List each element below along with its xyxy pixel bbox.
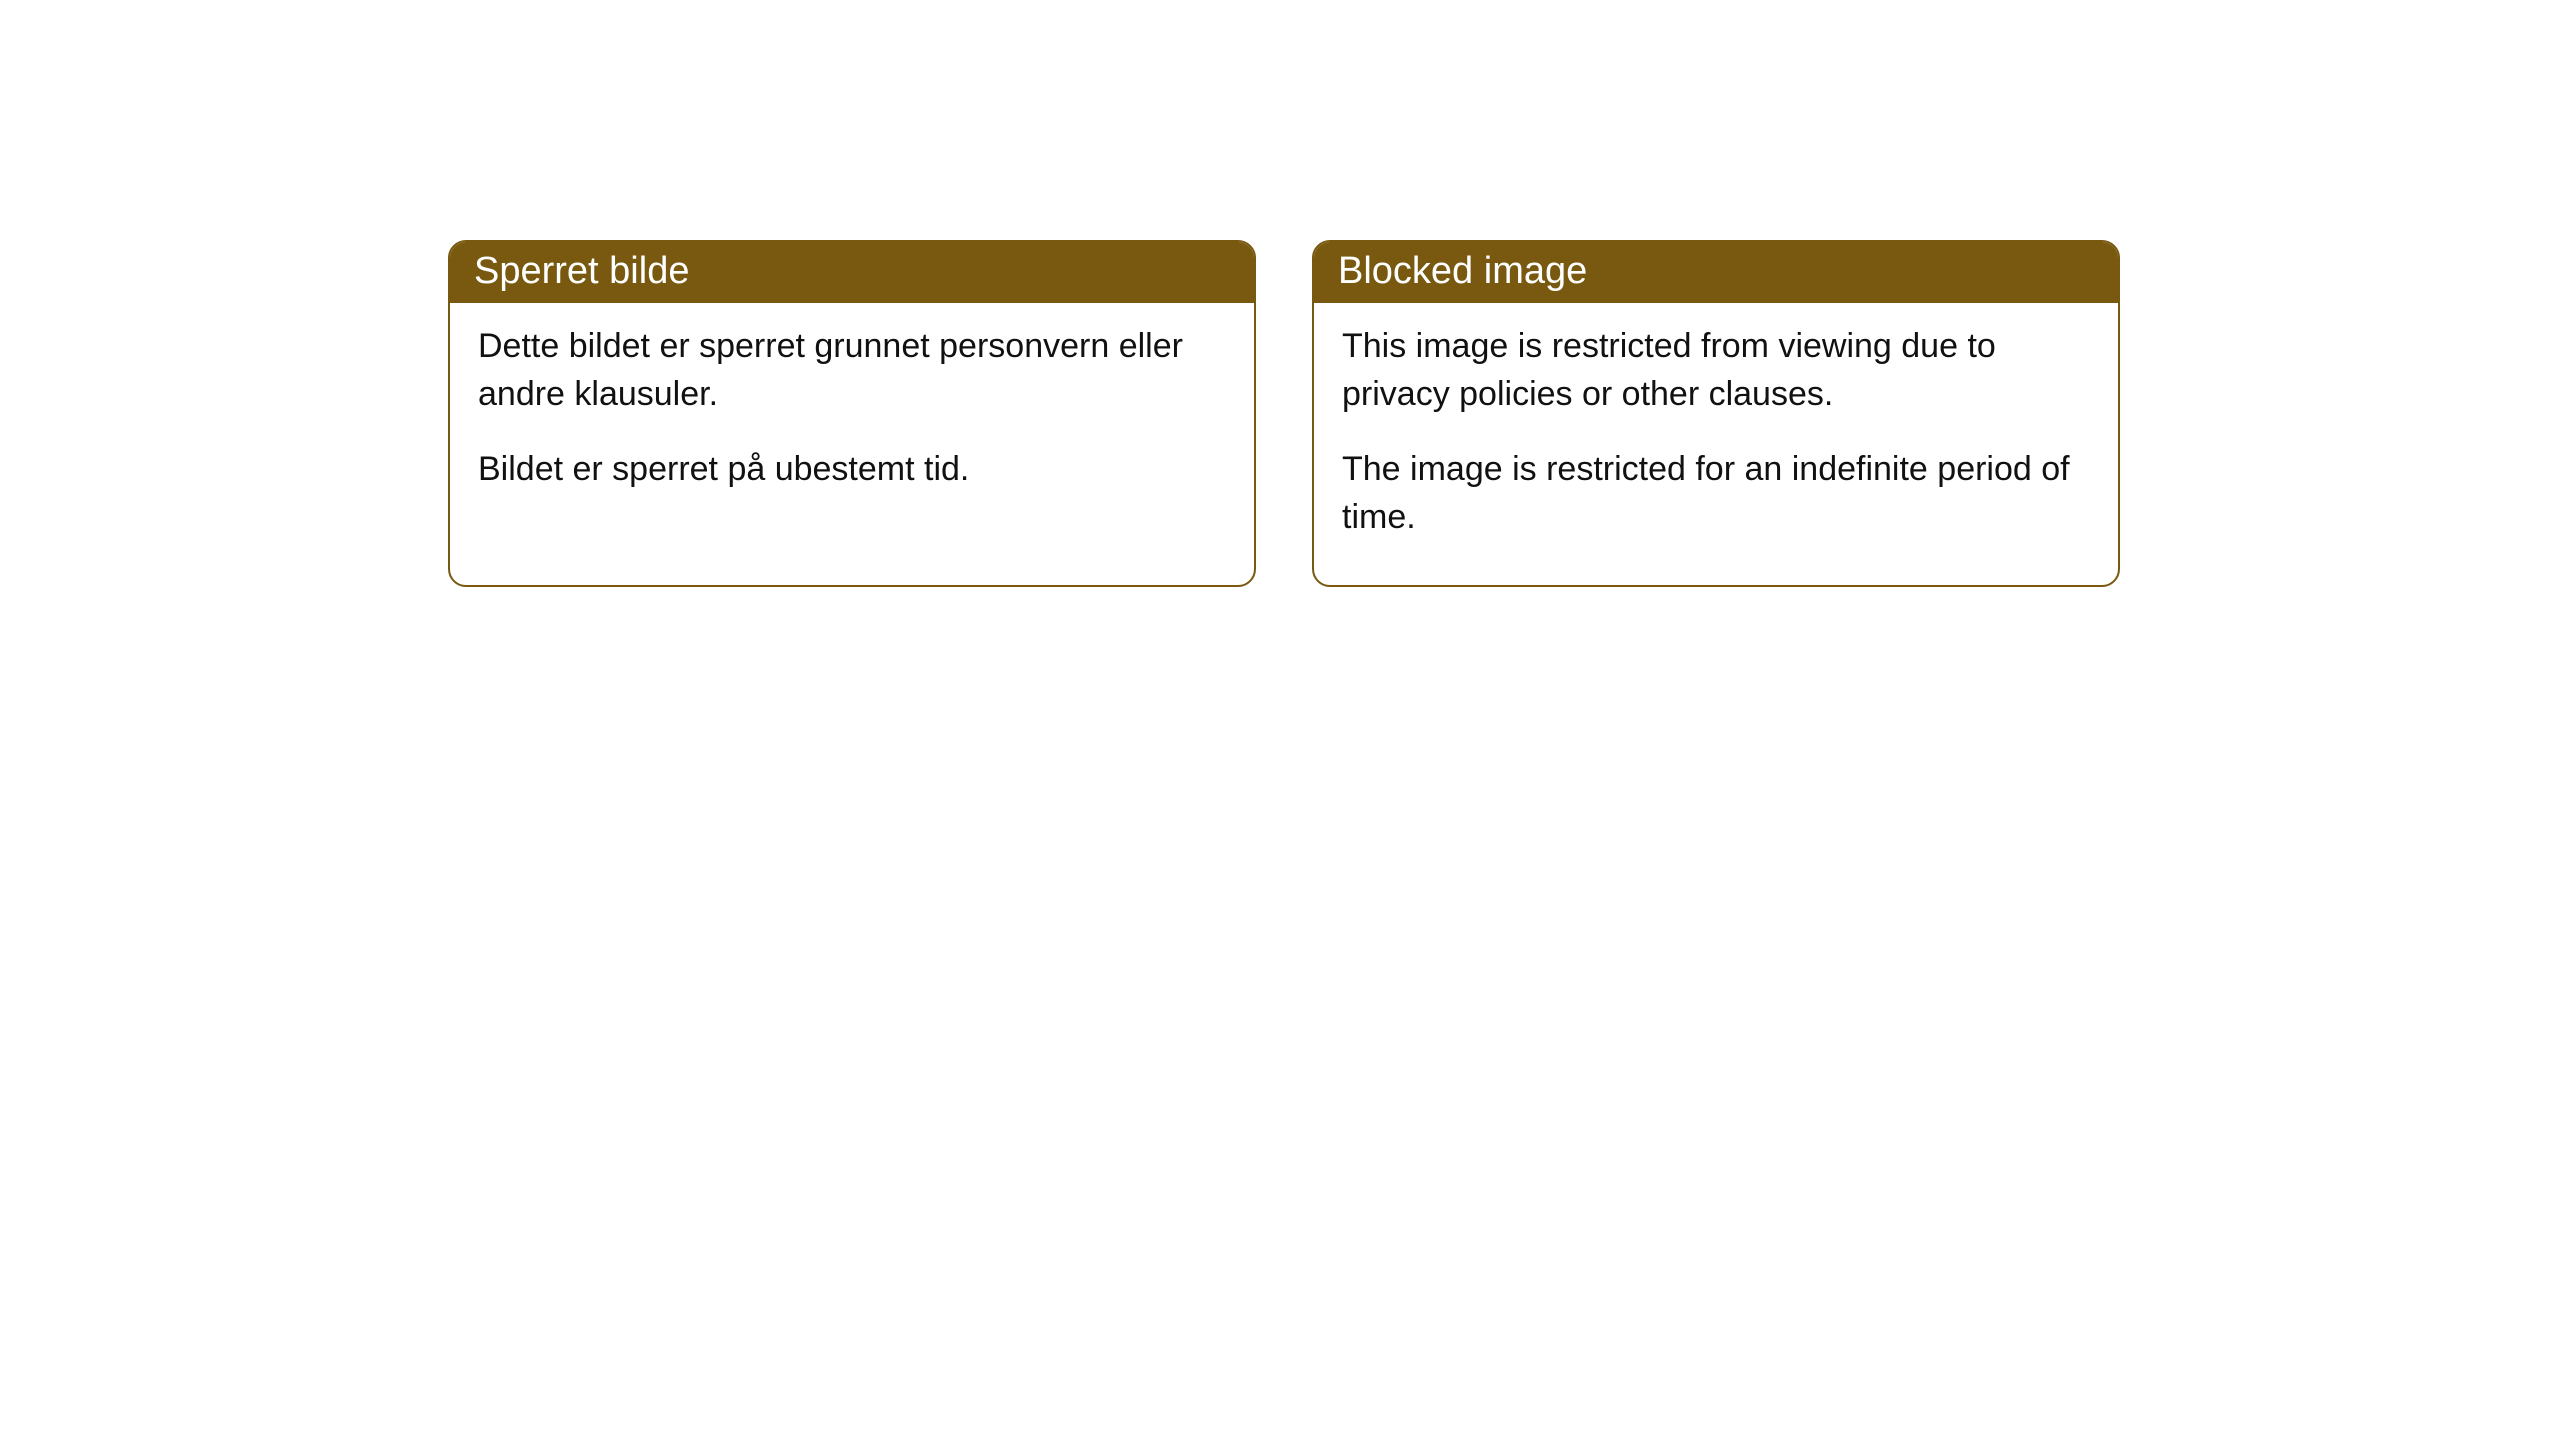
card-text-norwegian-p2: Bildet er sperret på ubestemt tid.	[478, 446, 1226, 494]
card-english: Blocked image This image is restricted f…	[1312, 240, 2120, 587]
cards-container: Sperret bilde Dette bildet er sperret gr…	[448, 240, 2120, 587]
card-body-english: This image is restricted from viewing du…	[1314, 303, 2118, 585]
card-header-english: Blocked image	[1314, 242, 2118, 303]
card-text-english-p1: This image is restricted from viewing du…	[1342, 323, 2090, 418]
card-text-norwegian-p1: Dette bildet er sperret grunnet personve…	[478, 323, 1226, 418]
card-text-english-p2: The image is restricted for an indefinit…	[1342, 446, 2090, 541]
card-norwegian: Sperret bilde Dette bildet er sperret gr…	[448, 240, 1256, 587]
card-body-norwegian: Dette bildet er sperret grunnet personve…	[450, 303, 1254, 538]
card-header-norwegian: Sperret bilde	[450, 242, 1254, 303]
